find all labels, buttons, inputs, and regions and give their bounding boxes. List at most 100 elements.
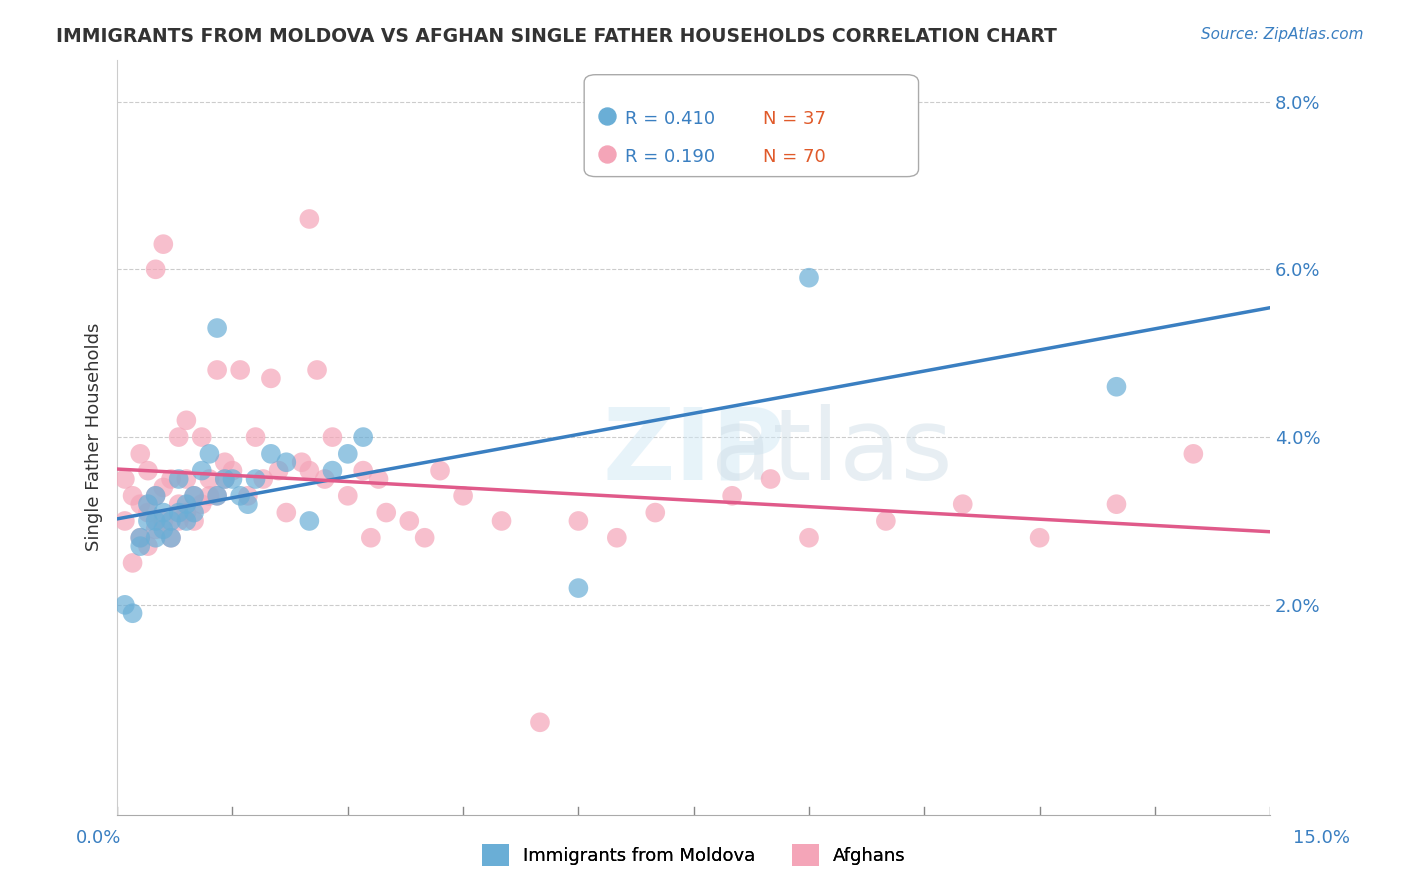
Point xyxy=(136,514,159,528)
Point xyxy=(260,447,283,461)
Point xyxy=(314,472,336,486)
Legend: Immigrants from Moldova, Afghans: Immigrants from Moldova, Afghans xyxy=(474,837,912,873)
Point xyxy=(321,430,343,444)
Point xyxy=(352,430,374,444)
Text: 15.0%: 15.0% xyxy=(1294,829,1350,847)
Point xyxy=(183,489,205,503)
Point xyxy=(114,472,136,486)
Point xyxy=(145,489,167,503)
Point xyxy=(1105,380,1128,394)
Point xyxy=(1105,497,1128,511)
Point xyxy=(160,531,183,545)
Point xyxy=(952,497,974,511)
Point xyxy=(121,556,143,570)
Point xyxy=(797,531,820,545)
Point xyxy=(336,489,359,503)
Point xyxy=(221,464,243,478)
Text: R = 0.410: R = 0.410 xyxy=(624,111,714,128)
Point xyxy=(129,447,152,461)
Point xyxy=(160,514,183,528)
Point xyxy=(721,489,744,503)
Text: ZIP: ZIP xyxy=(602,404,785,500)
Point xyxy=(152,237,174,252)
Point xyxy=(198,489,221,503)
Point xyxy=(129,531,152,545)
Point xyxy=(121,489,143,503)
Point xyxy=(136,464,159,478)
Point xyxy=(236,497,259,511)
Point xyxy=(190,430,212,444)
Point xyxy=(205,363,228,377)
Point xyxy=(336,447,359,461)
Point xyxy=(276,506,298,520)
Point xyxy=(214,472,236,486)
Point xyxy=(797,270,820,285)
Point xyxy=(567,581,589,595)
Point xyxy=(136,539,159,553)
Point xyxy=(352,464,374,478)
Point xyxy=(176,497,198,511)
Point xyxy=(198,447,221,461)
FancyBboxPatch shape xyxy=(583,75,918,177)
Point xyxy=(245,430,267,444)
Point xyxy=(214,472,236,486)
Point xyxy=(198,472,221,486)
Point xyxy=(176,413,198,427)
Point xyxy=(298,514,321,528)
Point xyxy=(183,489,205,503)
Point xyxy=(375,506,398,520)
Point xyxy=(298,464,321,478)
Point xyxy=(260,371,283,385)
Point xyxy=(451,489,474,503)
Point xyxy=(606,531,628,545)
Point xyxy=(567,514,589,528)
Point xyxy=(205,489,228,503)
Text: Source: ZipAtlas.com: Source: ZipAtlas.com xyxy=(1201,27,1364,42)
Point xyxy=(221,472,243,486)
Point xyxy=(145,522,167,536)
Point xyxy=(252,472,274,486)
Point xyxy=(176,506,198,520)
Point xyxy=(167,497,190,511)
Point xyxy=(236,489,259,503)
Point xyxy=(245,472,267,486)
Point xyxy=(183,514,205,528)
Text: 0.0%: 0.0% xyxy=(76,829,121,847)
Point xyxy=(1182,447,1205,461)
Point xyxy=(759,472,782,486)
Text: R = 0.190: R = 0.190 xyxy=(624,148,714,166)
Text: N = 37: N = 37 xyxy=(763,111,825,128)
Point xyxy=(298,211,321,226)
Point xyxy=(644,506,666,520)
Point xyxy=(114,598,136,612)
Point xyxy=(136,497,159,511)
Point xyxy=(305,363,328,377)
Point xyxy=(121,606,143,620)
Point xyxy=(176,514,198,528)
Point xyxy=(152,522,174,536)
Y-axis label: Single Father Households: Single Father Households xyxy=(86,323,103,551)
Point xyxy=(129,539,152,553)
Point xyxy=(129,531,152,545)
Point xyxy=(529,715,551,730)
Point xyxy=(176,472,198,486)
Point xyxy=(321,464,343,478)
Point xyxy=(167,430,190,444)
Point xyxy=(136,506,159,520)
Point xyxy=(205,489,228,503)
Point xyxy=(291,455,314,469)
Point xyxy=(413,531,436,545)
Point xyxy=(152,506,174,520)
Point xyxy=(167,472,190,486)
Point xyxy=(167,506,190,520)
Point xyxy=(1028,531,1050,545)
Point xyxy=(152,480,174,494)
Point xyxy=(205,321,228,335)
Text: atlas: atlas xyxy=(711,404,953,500)
Point xyxy=(152,514,174,528)
Point xyxy=(276,455,298,469)
Text: IMMIGRANTS FROM MOLDOVA VS AFGHAN SINGLE FATHER HOUSEHOLDS CORRELATION CHART: IMMIGRANTS FROM MOLDOVA VS AFGHAN SINGLE… xyxy=(56,27,1057,45)
Point xyxy=(360,531,382,545)
Point xyxy=(145,531,167,545)
Point xyxy=(129,497,152,511)
